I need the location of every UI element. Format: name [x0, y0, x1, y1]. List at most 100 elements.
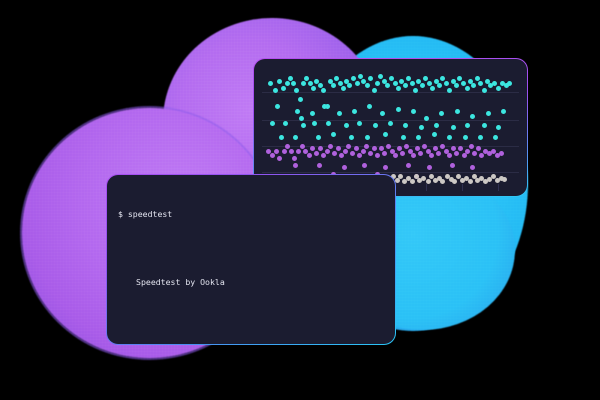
terminal-command-line: $ speedtest [118, 209, 389, 220]
scatter-point-upload [313, 151, 319, 157]
scatter-point-upload [357, 153, 363, 159]
scatter-point-download [464, 85, 470, 91]
scatter-point-upload [468, 144, 474, 150]
scatter-point-download [440, 76, 446, 82]
terminal-output: $ speedtest Speedtest by Ookla Server: A… [118, 186, 389, 344]
scatter-point-download [450, 125, 456, 131]
scatter-point-upload [299, 144, 305, 150]
scatter-point-upload [407, 148, 413, 154]
scatter-point-ping [440, 179, 446, 185]
scatter-point-upload [288, 148, 294, 154]
scatter-point-download [382, 132, 388, 138]
scatter-point-download [381, 78, 387, 84]
scatter-point-download [300, 123, 306, 128]
scatter-point-upload [382, 151, 388, 157]
scatter-point-ping [455, 174, 461, 180]
scatter-point-download [481, 87, 487, 93]
scatter-point-download [277, 78, 283, 84]
scatter-point-ping [467, 179, 473, 185]
scatter-point-upload [465, 148, 471, 154]
scatter-point-upload [317, 146, 323, 152]
scatter-point-upload [385, 144, 391, 150]
scatter-point-upload [317, 162, 323, 168]
scatter-point-upload [449, 162, 455, 168]
scatter-point-upload [292, 162, 298, 168]
scatter-point-upload [265, 148, 271, 154]
scatter-point-download [331, 83, 337, 89]
scatter-point-upload [269, 153, 275, 159]
scatter-point-ping [425, 179, 431, 185]
scatter-point-download [364, 134, 370, 140]
scatter-point-upload [281, 148, 287, 154]
scatter-point-ping [452, 179, 458, 185]
scatter-point-upload [400, 151, 406, 157]
scatter-point-ping [421, 175, 427, 181]
scatter-point-upload [295, 148, 301, 154]
scatter-point-ping [390, 174, 396, 180]
scatter-point-download [380, 111, 386, 117]
scatter-point-ping [498, 175, 504, 181]
scatter-point-download [499, 80, 505, 86]
scatter-point-upload [341, 165, 347, 171]
scatter-point-download [321, 87, 327, 93]
scatter-point-ping [405, 175, 411, 181]
scatter-point-download [388, 120, 393, 126]
scatter-point-download [285, 80, 291, 86]
scatter-point-ping [394, 177, 400, 183]
scatter-point-ping [502, 176, 508, 182]
scatter-point-upload [436, 151, 442, 157]
scatter-point-download [493, 134, 499, 140]
scatter-point-download [395, 106, 401, 112]
scatter-point-download [367, 104, 373, 110]
scatter-point-download [444, 80, 450, 86]
scatter-point-upload [364, 144, 370, 150]
scatter-point-download [372, 123, 378, 128]
scatter-point-upload [450, 146, 456, 152]
scatter-point-upload [324, 148, 330, 154]
scatter-point-ping [410, 179, 416, 185]
scatter-point-download [507, 80, 513, 86]
scatter-point-download [454, 83, 460, 89]
scatter-point-upload [418, 151, 424, 157]
scatter-point-upload [335, 146, 341, 152]
scatter-point-download [450, 78, 456, 84]
scatter-point-download [491, 80, 497, 86]
scatter-point-download [430, 85, 436, 91]
scatter-point-ping [413, 174, 419, 180]
scatter-point-download [269, 120, 275, 126]
scatter-point-download [268, 80, 274, 86]
scatter-point-download [470, 113, 476, 119]
scatter-point-upload [405, 162, 411, 168]
scatter-point-download [344, 123, 350, 128]
scatter-point-upload [483, 148, 489, 154]
scatter-point-download [292, 134, 298, 140]
scatter-point-download [304, 76, 310, 82]
scatter-point-download [312, 120, 318, 126]
scatter-point-download [378, 73, 384, 79]
scatter-point-upload [310, 146, 316, 152]
scatter-point-download [357, 120, 363, 126]
scatter-point-download [495, 85, 501, 91]
scatter-point-download [349, 134, 355, 140]
speedtest-terminal[interactable]: $ speedtest Speedtest by Ookla Server: A… [106, 174, 396, 345]
scatter-point-download [274, 104, 280, 110]
scatter-point-upload [429, 153, 435, 159]
scatter-point-ping [433, 177, 439, 183]
scatter-point-upload [475, 146, 481, 152]
scatter-point-download [314, 78, 320, 84]
terminal-gap-2 [118, 311, 389, 322]
speedtest-scatter-card [253, 58, 528, 197]
scatter-point-download [364, 83, 370, 89]
scatter-point-download [474, 76, 480, 82]
scatter-point-upload [472, 151, 478, 157]
scatter-point-download [402, 83, 408, 89]
terminal-command: speedtest [127, 208, 173, 219]
scatter-point-ping [487, 176, 493, 182]
scatter-point-download [495, 125, 501, 131]
scatter-point-download [465, 123, 471, 128]
scatter-point-download [309, 111, 315, 117]
scatter-point-download [331, 132, 337, 138]
scatter-point-upload [328, 144, 334, 150]
scatter-point-upload [414, 146, 420, 152]
scatter-point-download [375, 80, 381, 86]
